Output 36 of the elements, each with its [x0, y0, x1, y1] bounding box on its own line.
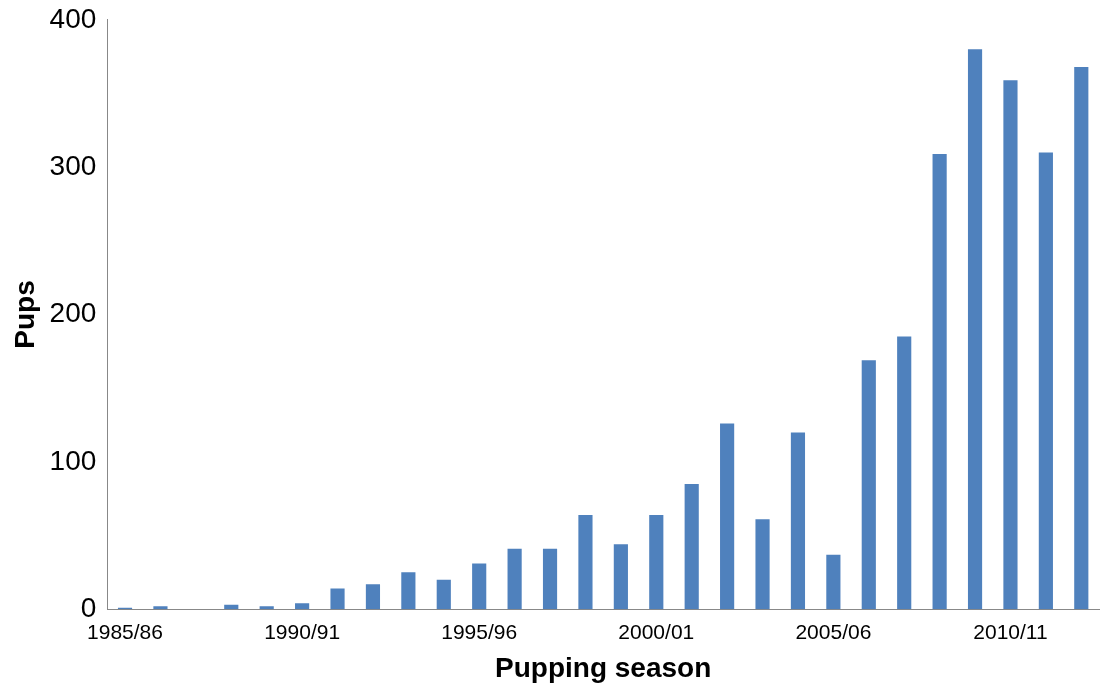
bar [330, 588, 345, 610]
bar [401, 572, 416, 610]
x-tick-label: 2000/01 [618, 619, 695, 643]
bar [1003, 80, 1018, 610]
y-tick-label: 400 [49, 2, 97, 34]
bar [613, 544, 628, 610]
bar [826, 554, 841, 610]
bar [153, 606, 168, 610]
y-axis-title: Pups [8, 280, 40, 349]
x-tick-label: 1990/91 [264, 619, 341, 643]
bar [295, 603, 310, 610]
x-tick-label: 2005/06 [795, 619, 872, 643]
bar [1038, 152, 1053, 610]
x-tick-label: 1995/96 [441, 619, 518, 643]
bar [861, 360, 876, 610]
bar [720, 423, 735, 610]
y-tick-label: 100 [49, 444, 97, 476]
bar [932, 153, 947, 610]
bar [472, 563, 487, 610]
bar [578, 514, 593, 610]
bar [967, 49, 983, 610]
bar [790, 432, 806, 610]
bar [649, 514, 664, 610]
bar [259, 606, 274, 610]
bar [542, 548, 558, 610]
x-tick-label: 2010/11 [973, 619, 1048, 643]
bar [1074, 66, 1089, 610]
y-tick-label: 300 [49, 149, 97, 181]
bar [507, 548, 522, 610]
y-tick-label: 200 [49, 297, 97, 329]
x-axis-title: Pupping season [495, 651, 712, 683]
bar [755, 519, 770, 610]
bar [436, 579, 451, 610]
bar [684, 483, 699, 610]
bar [897, 336, 912, 610]
bar [365, 584, 381, 610]
